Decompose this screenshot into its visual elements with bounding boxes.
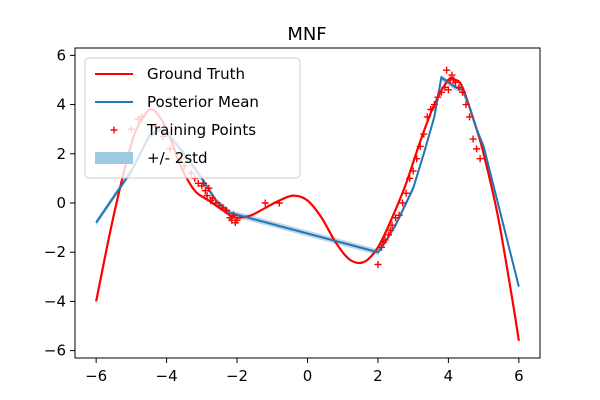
training-point	[455, 83, 463, 91]
y-tick-label: 6	[56, 46, 66, 64]
x-tick-label: −6	[85, 367, 107, 385]
y-tick-label: 2	[56, 145, 66, 163]
training-point	[406, 174, 414, 182]
training-point	[233, 216, 241, 224]
training-point	[200, 179, 208, 187]
training-point	[385, 231, 393, 239]
training-point	[409, 167, 417, 175]
y-tick-label: 4	[56, 96, 66, 114]
training-point	[377, 243, 385, 251]
training-point	[441, 83, 449, 91]
training-point	[219, 204, 227, 212]
training-point	[402, 189, 410, 197]
x-tick-label: 4	[444, 367, 454, 385]
x-tick-label: −4	[156, 367, 178, 385]
training-point	[437, 88, 445, 96]
training-point	[261, 199, 269, 207]
training-point	[473, 145, 481, 153]
axes-frame	[74, 47, 541, 359]
x-axis: −6 −4 −2 0 2 4 6	[85, 358, 524, 385]
training-point	[459, 88, 466, 96]
legend-marker-swatch	[110, 126, 118, 134]
training-point	[395, 211, 403, 219]
legend-box	[84, 57, 301, 179]
training-point	[443, 66, 451, 74]
legend: Ground Truth Posterior Mean Training Point…	[84, 57, 301, 179]
training-point	[444, 86, 452, 94]
y-tick-label: −6	[44, 342, 66, 360]
y-axis: −6 −4 −2 0 2 4 6	[44, 46, 75, 360]
legend-label: Training Points	[146, 121, 256, 139]
training-point	[476, 155, 484, 163]
training-point	[201, 187, 209, 195]
training-point	[448, 71, 456, 79]
training-point	[205, 184, 213, 192]
training-point	[212, 199, 220, 207]
training-point	[451, 78, 459, 86]
training-point	[203, 192, 211, 200]
chart-title: MNF	[287, 24, 326, 45]
x-tick-label: −2	[226, 367, 248, 385]
training-point	[434, 93, 442, 101]
y-tick-label: 0	[56, 194, 66, 212]
training-point	[466, 113, 474, 121]
training-point	[392, 214, 400, 222]
training-point	[386, 226, 394, 234]
training-point	[215, 201, 223, 209]
training-point	[374, 261, 382, 269]
x-tick-label: 0	[303, 367, 313, 385]
training-point	[427, 106, 435, 114]
y-tick-label: −2	[44, 243, 66, 261]
legend-label: Posterior Mean	[147, 93, 259, 111]
training-point	[399, 199, 407, 207]
training-point	[208, 194, 216, 202]
x-tick-label: 6	[514, 367, 524, 385]
training-point	[462, 101, 470, 109]
y-tick-label: −4	[44, 292, 66, 310]
training-point	[469, 135, 477, 143]
training-point	[222, 206, 230, 214]
training-point	[230, 211, 238, 219]
training-point	[275, 199, 283, 207]
legend-label: +/- 2std	[147, 149, 208, 167]
training-point	[416, 142, 424, 150]
training-point	[420, 130, 428, 138]
x-tick-label: 2	[373, 367, 383, 385]
legend-label: Ground Truth	[147, 65, 245, 83]
training-point	[413, 155, 421, 163]
training-point	[388, 221, 396, 229]
legend-band-swatch	[95, 152, 133, 164]
training-point	[430, 101, 438, 109]
training-point	[423, 113, 431, 121]
training-point	[381, 236, 389, 244]
